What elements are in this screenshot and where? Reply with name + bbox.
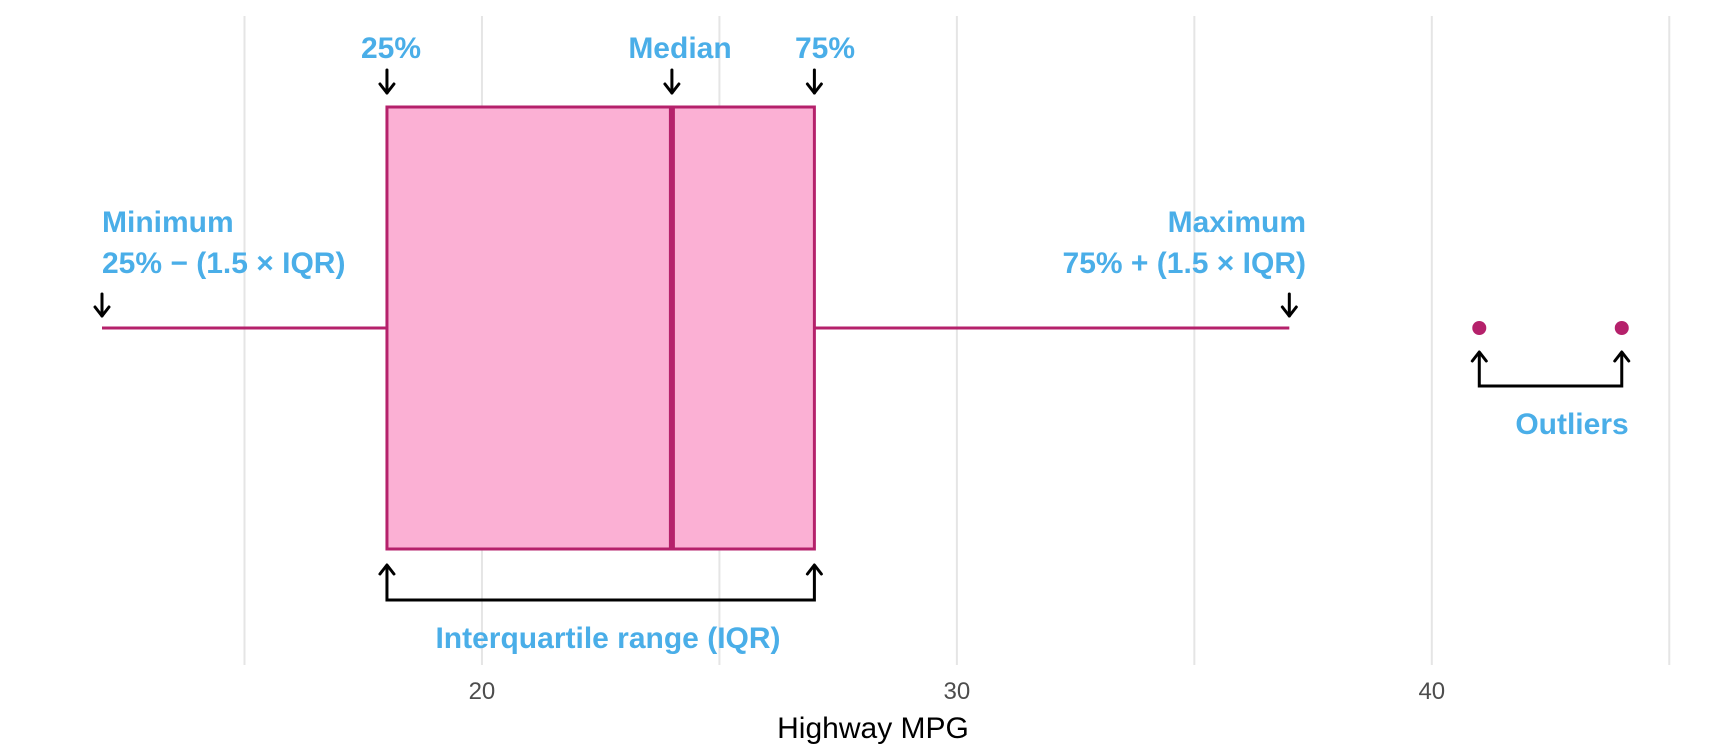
q3-label: 75% xyxy=(795,32,855,65)
iqr-label: Interquartile range (IQR) xyxy=(435,622,780,655)
iqr-bracket xyxy=(378,563,823,602)
outliers-label: Outliers xyxy=(1515,408,1628,441)
q1-label: 25% xyxy=(361,32,421,65)
x-tick-label-20: 20 xyxy=(469,678,496,705)
q3-arrow xyxy=(805,68,823,95)
minimum-arrow xyxy=(93,292,111,318)
annotation-arrows xyxy=(93,68,1631,602)
outlier-point-1 xyxy=(1472,321,1487,335)
iqr-box xyxy=(385,105,816,551)
median-label: Median xyxy=(628,32,731,65)
outliers-bracket xyxy=(1470,350,1631,388)
x-tick-label-30: 30 xyxy=(944,678,971,705)
x-axis-ticks: 20 30 40 xyxy=(469,678,1446,705)
x-tick-label-40: 40 xyxy=(1418,678,1445,705)
maximum-formula: 75% + (1.5 × IQR) xyxy=(1063,247,1306,280)
maximum-arrow xyxy=(1280,292,1298,318)
maximum-title: Maximum xyxy=(1168,206,1306,239)
boxplot xyxy=(102,105,1629,551)
median-arrow xyxy=(663,68,681,95)
minimum-title: Minimum xyxy=(102,206,234,239)
x-axis-title: Highway MPG xyxy=(777,712,969,745)
outlier-point-2 xyxy=(1614,321,1629,335)
minimum-formula: 25% − (1.5 × IQR) xyxy=(102,247,345,280)
q1-arrow xyxy=(378,68,396,95)
